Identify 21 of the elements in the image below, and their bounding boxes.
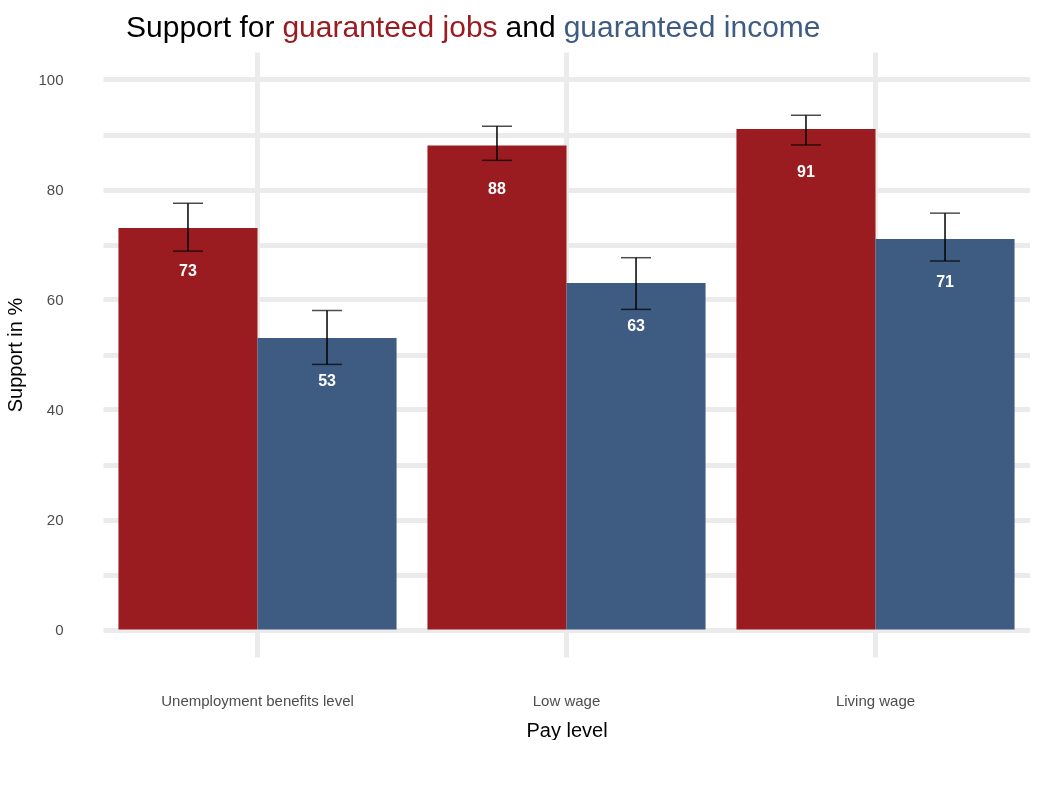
- y-tick-label: 80: [46, 181, 64, 198]
- x-tick-label: Unemployment benefits level: [161, 691, 354, 709]
- x-tick-label: Living wage: [835, 691, 916, 709]
- y-axis-title: Support in %: [4, 297, 27, 413]
- data-label: 73: [179, 262, 197, 279]
- data-label: 53: [318, 372, 337, 389]
- data-label: 88: [488, 179, 506, 197]
- data-label: 91: [797, 163, 815, 180]
- y-tick-label: 60: [46, 291, 64, 308]
- y-tick-label: 40: [46, 401, 64, 418]
- text: and: [505, 10, 556, 43]
- y-tick-label: 20: [46, 511, 64, 528]
- chart-title: Support for: [126, 10, 275, 43]
- y-tick-label: 100: [38, 71, 64, 88]
- text: guaranteed jobs: [282, 10, 498, 43]
- x-axis-title: Pay level: [526, 718, 608, 741]
- x-tick-label: Low wage: [532, 691, 601, 709]
- text: guaranteed income: [563, 10, 821, 43]
- y-tick-label: 0: [55, 621, 64, 638]
- data-label: 71: [936, 273, 955, 290]
- data-label: 63: [627, 317, 646, 334]
